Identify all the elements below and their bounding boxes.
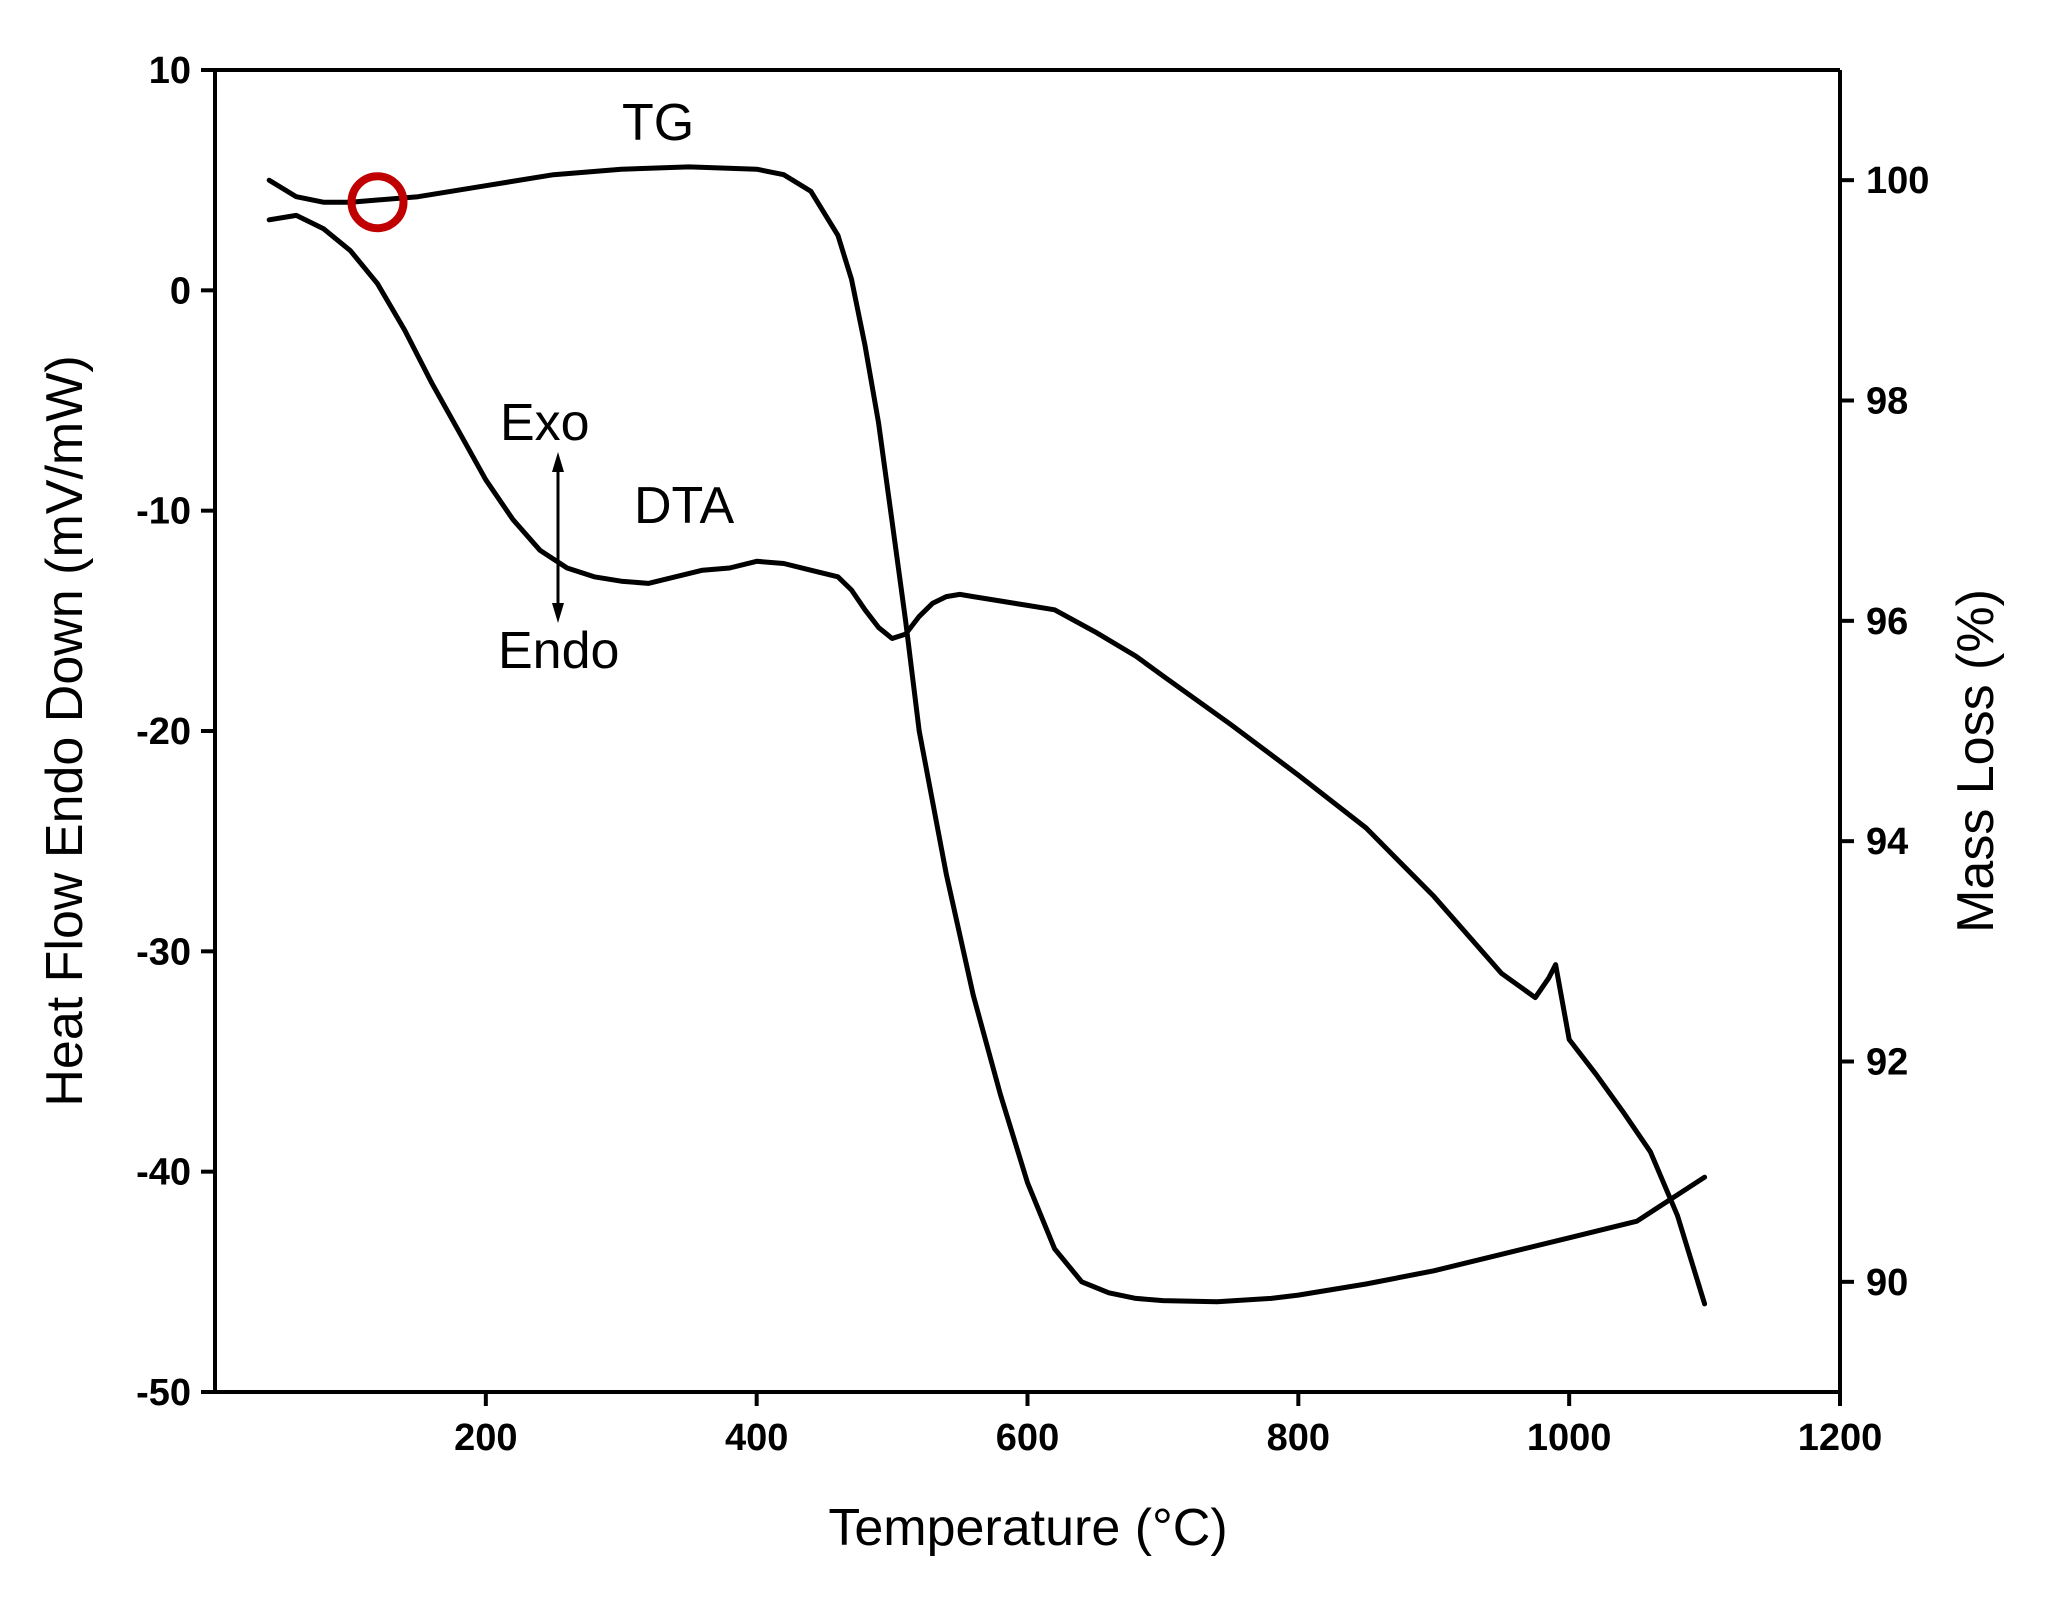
arrow-head-down (552, 603, 564, 623)
right-axis-ticks: 100 98 96 94 92 90 (1840, 160, 1929, 1304)
plot-frame (213, 68, 1842, 1394)
bottom-tick-label: 200 (454, 1417, 517, 1459)
right-tick-label: 94 (1866, 821, 1908, 863)
right-y-axis-title: Mass Loss (%) (1947, 589, 2005, 933)
left-tick-label: -40 (136, 1152, 191, 1194)
bottom-tick-label: 1000 (1527, 1417, 1612, 1459)
right-tick-label: 92 (1866, 1042, 1908, 1084)
left-tick-label: 10 (149, 50, 191, 92)
arrow-head-up (552, 452, 564, 472)
left-tick-label: -20 (136, 711, 191, 753)
exo-endo-arrow (552, 452, 564, 623)
left-tick-label: 0 (170, 270, 191, 312)
left-y-axis-title: Heat Flow Endo Down (mV/mW) (36, 355, 94, 1106)
endo-label: Endo (498, 622, 619, 680)
left-axis-ticks: 10 0 -10 -20 -30 -40 -50 (136, 50, 215, 1414)
right-tick-label: 90 (1866, 1262, 1908, 1304)
right-tick-label: 98 (1866, 381, 1908, 423)
dta-curve-label: DTA (634, 477, 734, 535)
left-tick-label: -50 (136, 1372, 191, 1414)
series-curves (266, 164, 1708, 1307)
tg-curve-label: TG (622, 94, 694, 152)
bottom-tick-label: 800 (1267, 1417, 1330, 1459)
exo-label: Exo (500, 394, 590, 452)
highlight-circle-marker (347, 172, 408, 233)
x-axis-title: Temperature (°C) (828, 1499, 1227, 1557)
tg-curve (266, 164, 1708, 1305)
bottom-axis-ticks: 200 400 600 800 1000 1200 (454, 1392, 1882, 1459)
bottom-tick-label: 1200 (1798, 1417, 1883, 1459)
dta-curve (266, 212, 1708, 1307)
bottom-tick-label: 600 (996, 1417, 1059, 1459)
right-tick-label: 96 (1866, 601, 1908, 643)
right-tick-label: 100 (1866, 160, 1929, 202)
bottom-tick-label: 400 (725, 1417, 788, 1459)
left-tick-label: -10 (136, 491, 191, 533)
left-tick-label: -30 (136, 931, 191, 973)
